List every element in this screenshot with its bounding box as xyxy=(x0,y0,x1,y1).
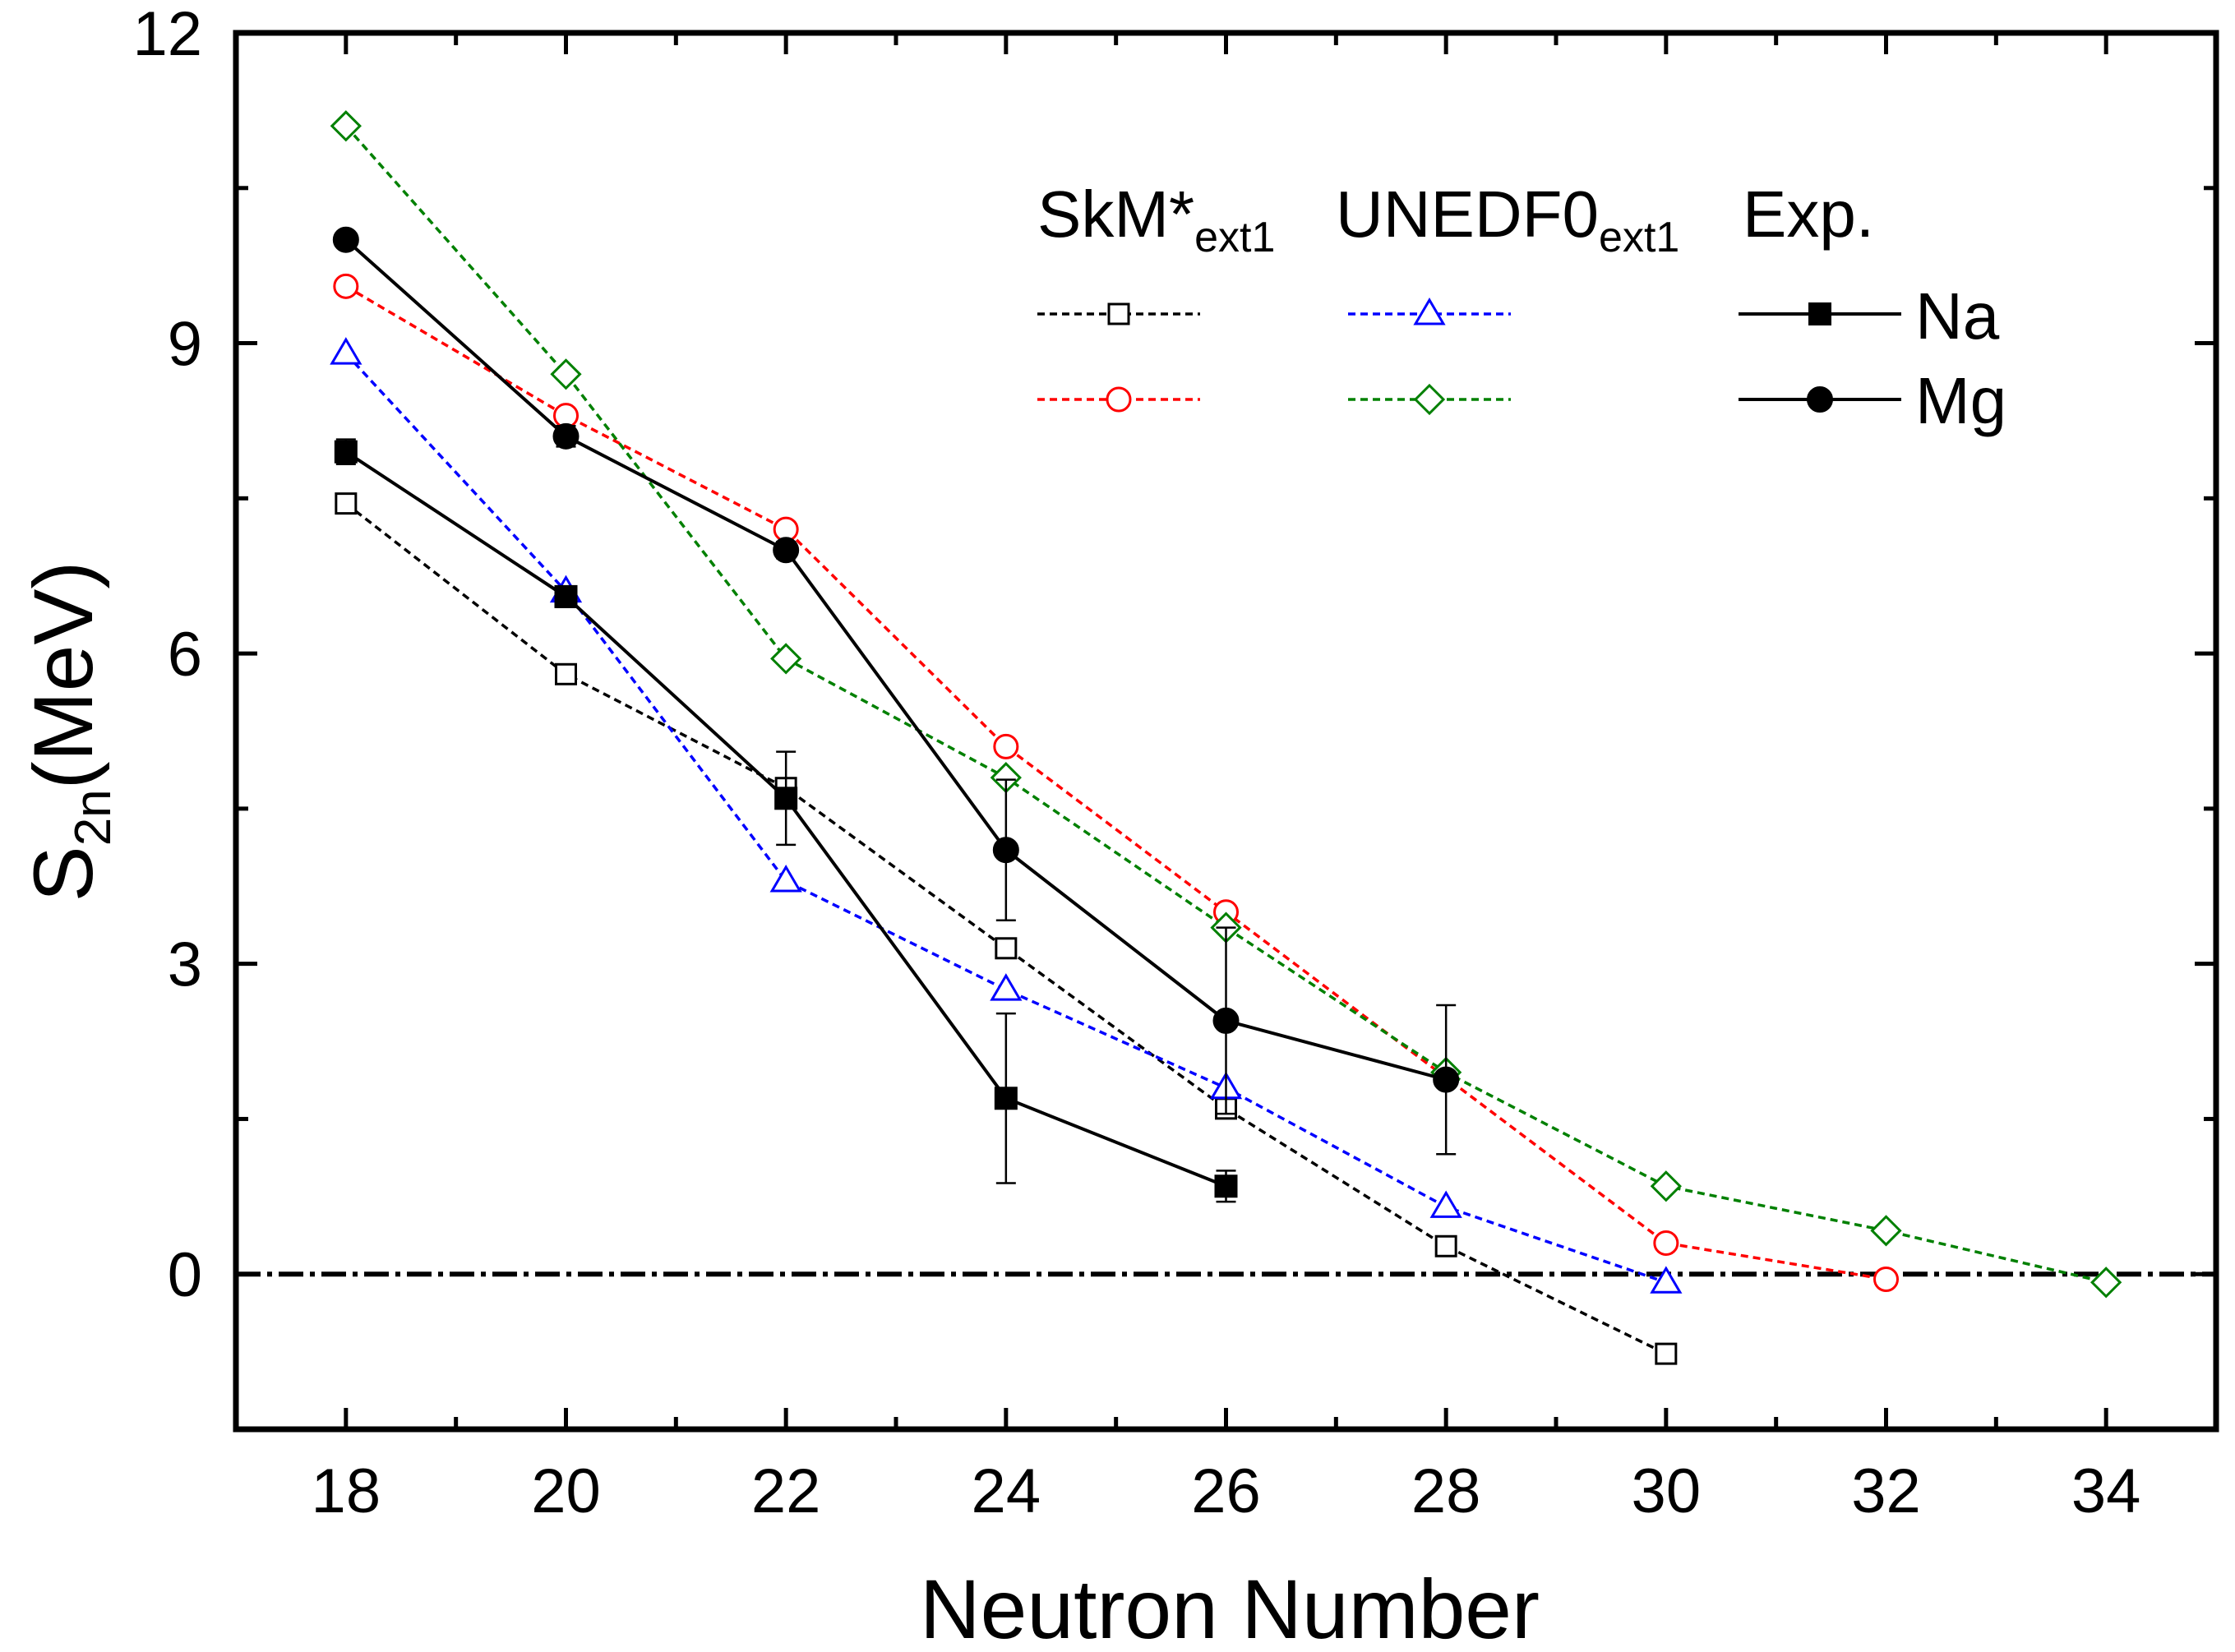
data-point xyxy=(330,110,362,142)
series-exp-na xyxy=(334,438,1238,1203)
y-tick-label: 9 xyxy=(168,310,202,380)
data-point xyxy=(550,358,582,390)
x-tick-label: 20 xyxy=(531,1456,601,1526)
y-tick-label: 12 xyxy=(132,0,202,69)
data-point xyxy=(994,1087,1018,1110)
x-tick-label: 30 xyxy=(1632,1456,1702,1526)
y-tick-label: 3 xyxy=(168,930,202,1000)
series-line xyxy=(344,284,1886,1281)
legend-samples xyxy=(1037,298,1901,416)
data-point xyxy=(773,537,800,564)
data-point xyxy=(992,837,1019,864)
x-tick-label: 32 xyxy=(1851,1456,1921,1526)
legend-header-skm-sub: ext1 xyxy=(1194,214,1275,261)
data-point xyxy=(1807,386,1833,413)
series-unedf0ext1-mg xyxy=(330,110,2122,1299)
data-point xyxy=(1653,1230,1679,1256)
legend: SkM*ext1 UNEDF0ext1 Exp. Na Mg xyxy=(1037,178,2006,437)
data-point xyxy=(332,226,359,253)
y-axis-label-main: S xyxy=(16,846,110,902)
legend-label-mg: Mg xyxy=(1915,364,2006,437)
data-point xyxy=(769,865,802,893)
data-point xyxy=(770,643,802,675)
legend-header-skm-main: SkM* xyxy=(1037,178,1194,251)
data-point xyxy=(995,937,1018,960)
data-point xyxy=(1870,1215,1902,1247)
legend-header-unedf0-sub: ext1 xyxy=(1599,214,1679,261)
data-point xyxy=(330,337,362,365)
y-axis-label-suffix: (MeV) xyxy=(16,561,110,790)
x-axis-label: Neutron Number xyxy=(920,1562,1540,1652)
data-point xyxy=(993,733,1019,759)
y-tick-label: 0 xyxy=(168,1240,202,1310)
y-axis-label-sub: 2n xyxy=(65,789,122,846)
data-point xyxy=(552,422,580,450)
data-point xyxy=(1434,1234,1457,1257)
data-point xyxy=(1433,1066,1460,1093)
data-point xyxy=(1650,1266,1683,1294)
legend-header-unedf0: UNEDF0ext1 xyxy=(1336,178,1679,261)
data-point xyxy=(774,787,798,810)
x-tick-label: 22 xyxy=(751,1456,821,1526)
y-tick-label: 6 xyxy=(168,620,202,690)
x-tick-label: 28 xyxy=(1411,1456,1481,1526)
legend-label-na: Na xyxy=(1915,279,2000,353)
series-skm-ext1-na xyxy=(335,492,1678,1365)
data-point xyxy=(1655,1342,1678,1365)
data-point xyxy=(554,584,578,608)
data-point xyxy=(1808,302,1831,325)
series-line xyxy=(344,502,1667,1355)
data-point xyxy=(2090,1267,2122,1299)
data-point xyxy=(334,440,358,464)
series-exp-mg xyxy=(332,226,1460,1156)
legend-header-skm: SkM*ext1 xyxy=(1037,178,1275,261)
series-line xyxy=(344,125,2107,1284)
data-point xyxy=(1650,1170,1682,1202)
legend-header-unedf0-main: UNEDF0 xyxy=(1336,178,1599,251)
data-point xyxy=(1873,1267,1899,1293)
legend-header-exp-main: Exp. xyxy=(1743,178,1874,251)
data-point xyxy=(1214,1174,1238,1198)
data-point xyxy=(1212,1007,1240,1034)
series-group xyxy=(330,110,2122,1365)
y-axis-label: S2n(MeV) xyxy=(16,561,122,902)
x-tick-label: 18 xyxy=(312,1456,381,1526)
data-point xyxy=(333,273,359,299)
data-point xyxy=(1107,302,1130,325)
x-tick-label: 26 xyxy=(1191,1456,1261,1526)
data-point xyxy=(1429,1190,1462,1218)
plot-frame xyxy=(233,30,2219,1433)
data-point xyxy=(335,492,358,515)
x-tick-label: 24 xyxy=(972,1456,1041,1526)
data-point xyxy=(1413,298,1446,325)
data-point xyxy=(1413,383,1446,416)
data-point xyxy=(1106,386,1132,413)
tick-labels: 18 20 22 24 26 28 30 32 34 0 3 6 9 12 xyxy=(132,0,2140,1526)
data-point xyxy=(555,662,577,685)
data-point xyxy=(990,973,1023,1001)
series-line xyxy=(344,238,1447,1082)
legend-header-exp: Exp. xyxy=(1743,178,1874,251)
x-tick-label: 34 xyxy=(2071,1456,2141,1526)
